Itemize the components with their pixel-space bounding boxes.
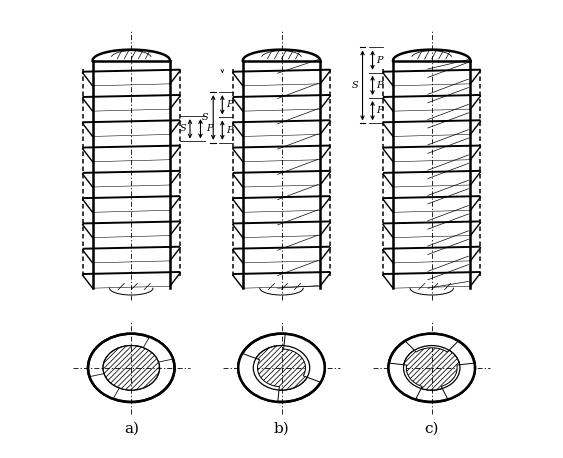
Text: P: P: [206, 125, 212, 133]
Polygon shape: [284, 334, 325, 382]
Polygon shape: [90, 374, 119, 399]
Text: a): a): [124, 422, 138, 436]
Text: S: S: [202, 113, 209, 122]
Ellipse shape: [253, 345, 310, 390]
Text: b): b): [274, 422, 289, 436]
Polygon shape: [388, 363, 422, 399]
Polygon shape: [238, 354, 279, 402]
Ellipse shape: [404, 345, 460, 390]
Text: P: P: [376, 81, 383, 90]
Text: P: P: [226, 125, 233, 135]
Text: P: P: [376, 106, 383, 115]
Polygon shape: [441, 363, 475, 399]
Text: P: P: [226, 100, 233, 109]
Text: S: S: [351, 81, 358, 90]
Text: S: S: [180, 125, 186, 133]
Text: c): c): [425, 422, 439, 436]
Polygon shape: [143, 337, 173, 362]
Polygon shape: [405, 334, 458, 352]
Text: P: P: [376, 55, 383, 65]
Ellipse shape: [103, 345, 159, 390]
